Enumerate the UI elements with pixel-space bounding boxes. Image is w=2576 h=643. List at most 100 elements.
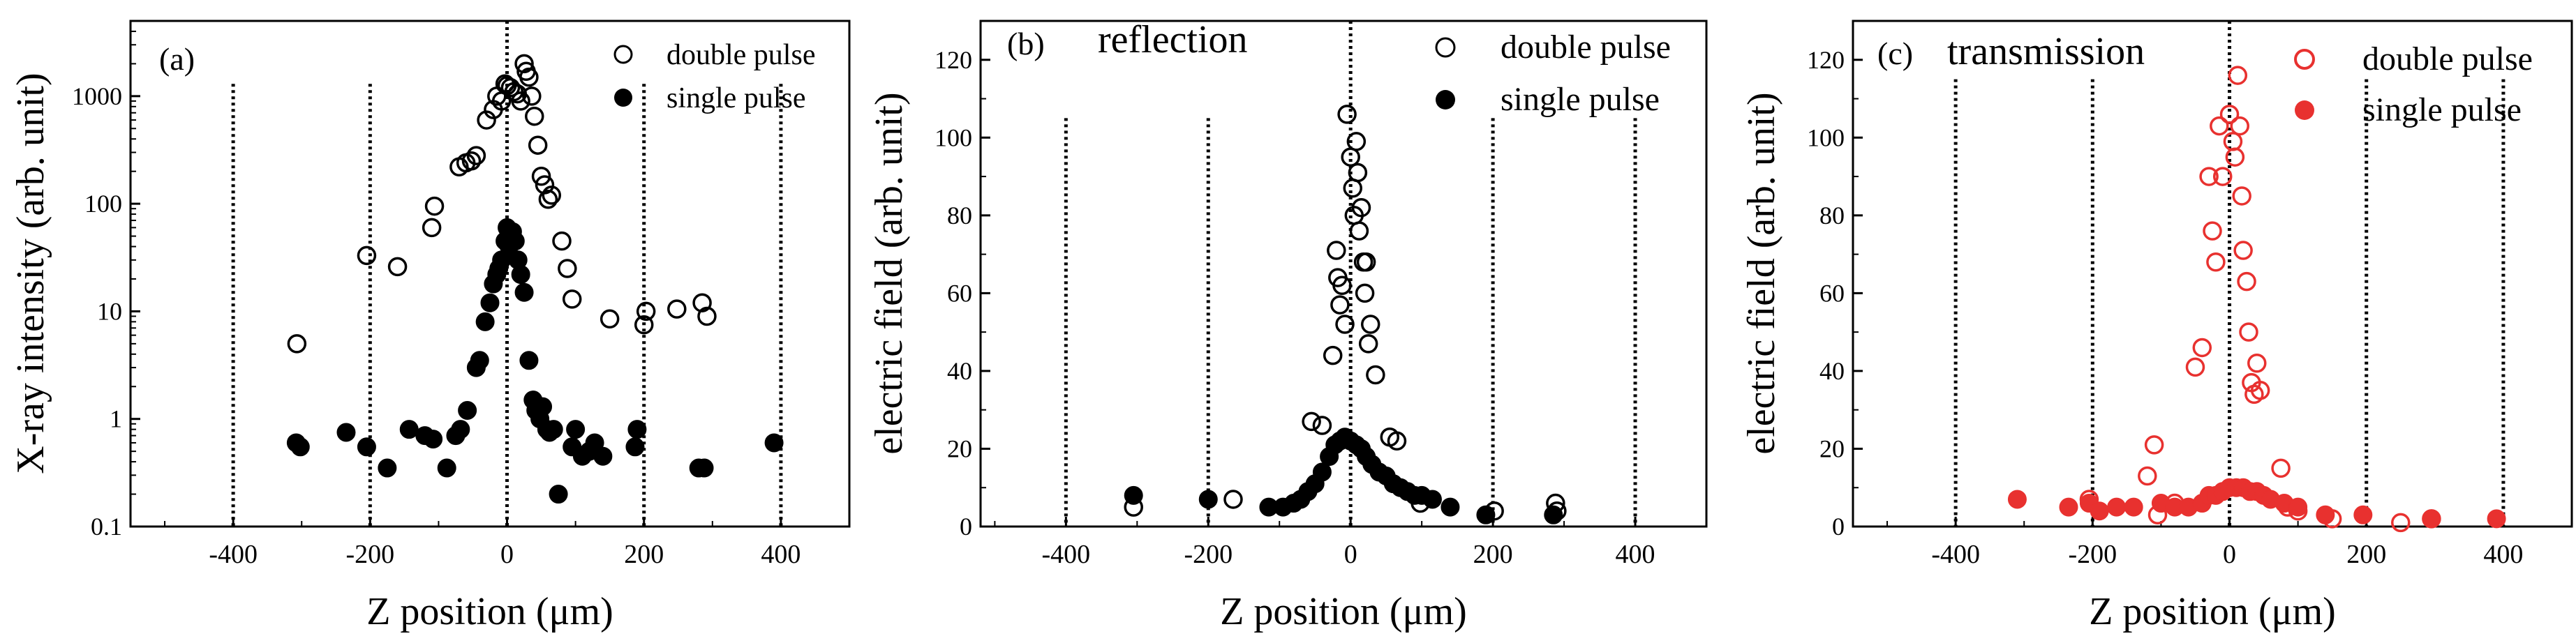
- double-pulse-point: [1335, 315, 1355, 334]
- x-tick-label: 200: [1473, 540, 1513, 569]
- double-pulse-point: [514, 54, 534, 74]
- double-pulse-point: [2138, 466, 2157, 486]
- single-pulse-point: [1476, 505, 1496, 524]
- single-pulse-point: [2353, 505, 2373, 524]
- panel-a-xlabel: Z position (μm): [366, 590, 613, 633]
- single-pulse-point: [1312, 462, 1332, 482]
- single-pulse-point: [764, 433, 784, 453]
- double-pulse-point: [558, 259, 577, 278]
- y-tick-label: 80: [1819, 202, 1845, 229]
- double-pulse-point: [357, 245, 377, 266]
- x-tick-label: -200: [1184, 540, 1233, 569]
- panel-c-frame: [1852, 20, 2573, 528]
- y-tick-label: 1: [110, 405, 122, 433]
- panel-a-ylabel: X-ray intensity (arb. unit): [9, 73, 52, 474]
- single-pulse-point: [290, 437, 310, 457]
- legend-marker-double-pulse: [1435, 37, 1456, 58]
- single-pulse-point: [1124, 485, 1143, 505]
- double-pulse-point: [692, 293, 712, 312]
- x-tick-label: -200: [2069, 540, 2117, 569]
- single-pulse-point: [694, 458, 714, 478]
- double-pulse-point: [2230, 116, 2249, 136]
- panel-b-xlabel: Z position (μm): [1220, 590, 1467, 633]
- single-pulse-point: [2487, 509, 2506, 529]
- double-pulse-point: [2247, 354, 2267, 373]
- double-pulse-point: [1387, 431, 1407, 451]
- x-tick-label: 200: [2346, 540, 2386, 569]
- double-pulse-point: [2232, 186, 2251, 206]
- panel-c: -400 -200 0 200 400 0 20 40 60 80 100 120 (c) tran…: [1740, 20, 2573, 633]
- y-tick-label: 100: [1807, 123, 1845, 151]
- single-pulse-point: [2316, 505, 2335, 524]
- double-pulse-point: [2185, 357, 2205, 377]
- double-pulse-point: [1337, 105, 1357, 124]
- single-pulse-point: [625, 437, 645, 457]
- single-pulse-point: [2007, 490, 2027, 509]
- double-pulse-point: [525, 106, 544, 126]
- double-pulse-point: [2210, 116, 2229, 136]
- single-pulse-point: [336, 423, 356, 442]
- panel-b-series-single: [1124, 428, 1563, 524]
- y-tick-label: 80: [947, 202, 972, 229]
- single-pulse-point: [2090, 501, 2109, 521]
- double-pulse-point: [1356, 252, 1376, 272]
- x-tick-label: 400: [761, 540, 801, 569]
- single-pulse-point: [2124, 497, 2143, 517]
- single-pulse-point: [519, 351, 539, 370]
- panel-c-title: transmission: [1947, 30, 2145, 73]
- single-pulse-point: [593, 446, 613, 466]
- x-tick-label: -400: [1931, 540, 1980, 569]
- single-pulse-point: [458, 400, 477, 420]
- double-pulse-point: [1327, 241, 1346, 260]
- double-pulse-point: [528, 135, 548, 155]
- panel-c-series-single: [2007, 478, 2506, 529]
- y-tick-label: 1000: [72, 82, 122, 110]
- double-pulse-point: [2391, 513, 2411, 533]
- single-pulse-point: [566, 420, 586, 439]
- double-pulse-point: [2212, 167, 2233, 186]
- panel-b-yticks: 0 20 40 60 80 100 120: [935, 46, 990, 540]
- double-pulse-point: [538, 189, 558, 209]
- double-pulse-point: [2228, 66, 2248, 85]
- single-pulse-point: [1544, 505, 1563, 524]
- y-tick-label: 0.1: [91, 513, 122, 540]
- x-tick-label: 0: [1344, 540, 1357, 569]
- double-pulse-point: [387, 257, 408, 277]
- legend-label-single-pulse: single pulse: [667, 82, 805, 114]
- single-pulse-point: [378, 458, 397, 478]
- single-pulse-point: [475, 312, 495, 331]
- x-tick-label: -400: [1042, 540, 1091, 569]
- panel-c-xticks: -400 -200 0 200 400: [1886, 517, 2573, 569]
- legend-label-double-pulse: double pulse: [2362, 40, 2533, 77]
- y-tick-label: 10: [97, 297, 122, 325]
- y-tick-label: 40: [947, 357, 972, 385]
- panel-c-series-double: [2079, 66, 2441, 533]
- panel-a: -400 -200 0 200 400 0.1 1 10 100 1000 (a) double…: [9, 20, 851, 633]
- double-pulse-point: [562, 289, 582, 309]
- legend-label-double-pulse: double pulse: [1501, 29, 1671, 66]
- panel-c-xlabel: Z position (μm): [2089, 590, 2336, 633]
- legend-marker-single-pulse: [614, 89, 632, 107]
- double-pulse-point: [424, 196, 445, 216]
- x-tick-label: -400: [209, 540, 258, 569]
- double-pulse-point: [1332, 275, 1352, 295]
- single-pulse-point: [2288, 497, 2308, 517]
- double-pulse-point: [667, 299, 687, 319]
- panel-b-legend: double pulse single pulse: [1435, 29, 1671, 118]
- double-pulse-point: [500, 77, 521, 98]
- x-tick-label: 200: [624, 540, 664, 569]
- single-pulse-point: [1422, 490, 1442, 509]
- double-pulse-point: [2199, 167, 2219, 186]
- double-pulse-point: [2219, 105, 2240, 124]
- panel-c-legend: double pulse single pulse: [2294, 40, 2533, 128]
- single-pulse-point: [2422, 509, 2441, 529]
- panel-a-xticks: -400 -200 0 200 400: [164, 517, 850, 569]
- single-pulse-point: [549, 485, 568, 504]
- panel-b-xticks: -400 -200 0 200 400: [994, 517, 1707, 569]
- y-tick-label: 120: [935, 46, 972, 74]
- x-tick-label: 400: [2483, 540, 2523, 569]
- double-pulse-point: [2192, 338, 2212, 358]
- panel-b-series-double: [1124, 105, 1567, 521]
- double-pulse-point: [542, 186, 562, 205]
